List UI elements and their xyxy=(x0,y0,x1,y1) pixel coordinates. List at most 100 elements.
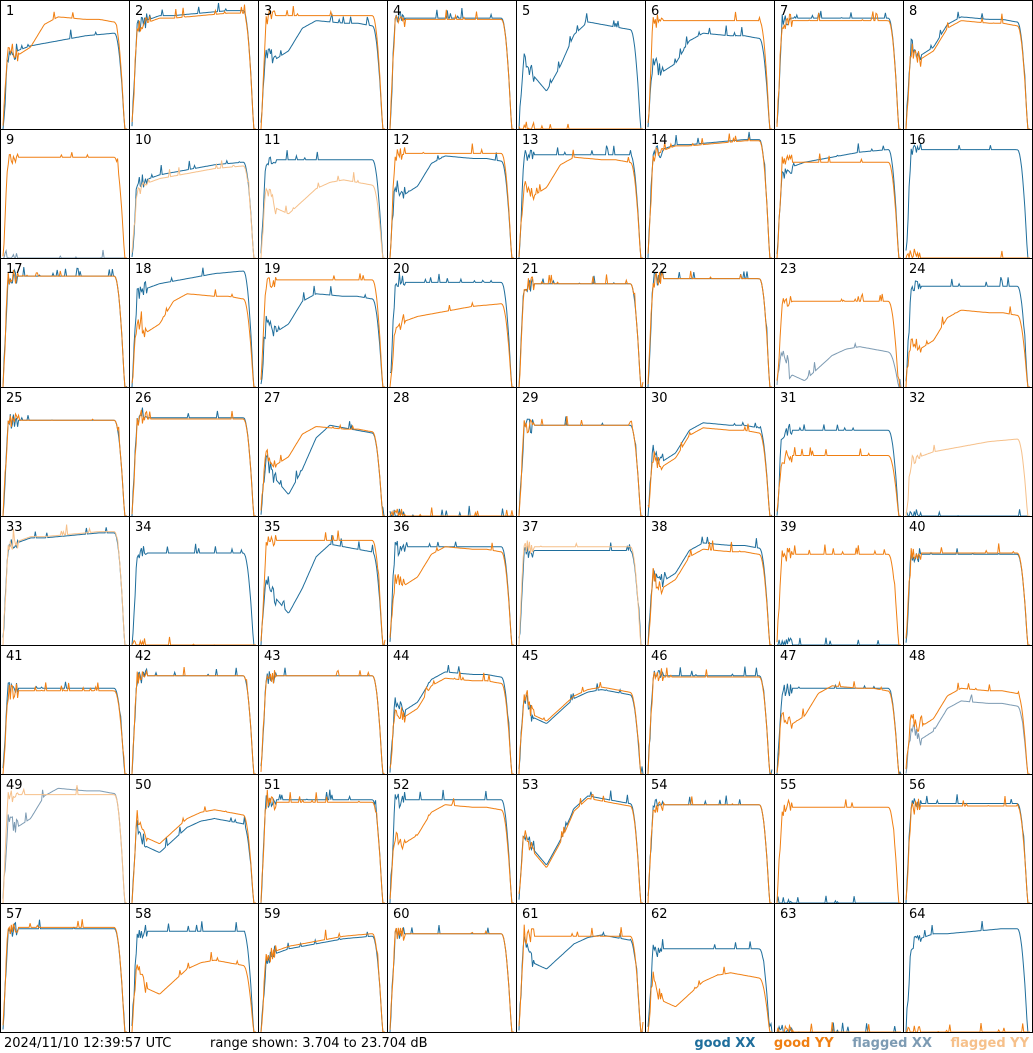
tile-2: 2 xyxy=(129,0,259,130)
tile-plot-28 xyxy=(389,505,514,516)
tile-55: 55 xyxy=(774,774,904,904)
series-yy-tile-15 xyxy=(776,153,901,258)
tile-plot-50 xyxy=(131,806,256,903)
series-xx-tile-3 xyxy=(260,13,385,129)
tile-30: 30 xyxy=(645,387,775,517)
series-xx-tile-24 xyxy=(905,277,1030,387)
tile-plot-5 xyxy=(518,13,643,129)
tile-42: 42 xyxy=(129,645,259,775)
tile-label: 63 xyxy=(780,907,797,922)
series-yy-tile-48 xyxy=(905,682,1030,774)
tile-plot-37 xyxy=(518,540,643,645)
tile-label: 40 xyxy=(909,520,926,535)
series-yy-tile-62 xyxy=(647,966,772,1032)
tile-5: 5 xyxy=(516,0,646,130)
tile-label: 1 xyxy=(6,4,15,19)
series-xx-tile-40 xyxy=(905,548,1030,645)
tile-plot-51 xyxy=(260,789,385,903)
series-yy-tile-24 xyxy=(905,306,1030,387)
series-xx-tile-7 xyxy=(776,10,901,129)
series-xx-tile-23 xyxy=(776,341,902,387)
series-xx-tile-12 xyxy=(389,152,514,258)
series-xx-tile-49 xyxy=(2,785,127,903)
tile-label: 37 xyxy=(522,520,539,535)
tile-label: 60 xyxy=(393,907,410,922)
tile-label: 53 xyxy=(522,778,539,793)
tile-plot-30 xyxy=(647,421,773,516)
tile-plot-44 xyxy=(389,665,514,774)
series-yy-tile-31 xyxy=(776,447,901,516)
series-xx-tile-57 xyxy=(2,919,127,1032)
tile-label: 33 xyxy=(6,520,23,535)
series-xx-tile-37 xyxy=(518,542,643,645)
series-xx-tile-59 xyxy=(260,931,385,1032)
tile-label: 17 xyxy=(6,262,23,277)
tile-9: 9 xyxy=(0,129,130,259)
series-yy-tile-1 xyxy=(2,11,127,129)
tile-label: 41 xyxy=(6,649,23,664)
series-xx-tile-25 xyxy=(2,414,127,516)
tile-plot-27 xyxy=(260,421,385,516)
tile-plot-47 xyxy=(776,680,902,774)
tile-plot-48 xyxy=(905,682,1030,774)
tile-17: 17 xyxy=(0,258,130,388)
series-xx-tile-19 xyxy=(260,285,385,387)
tile-52: 52 xyxy=(387,774,517,904)
series-yy-tile-42 xyxy=(131,667,256,774)
tile-label: 39 xyxy=(780,520,797,535)
tile-plot-33 xyxy=(2,524,127,645)
series-yy-tile-51 xyxy=(260,789,385,903)
tile-plot-43 xyxy=(260,667,385,774)
tile-1: 1 xyxy=(0,0,130,130)
series-xx-tile-22 xyxy=(647,271,772,387)
tile-15: 15 xyxy=(774,129,904,259)
tile-label: 3 xyxy=(264,4,273,19)
tile-plot-25 xyxy=(2,412,127,516)
tile-plot-32 xyxy=(905,438,1030,516)
tile-64: 64 xyxy=(903,903,1033,1033)
legend: good XX good YY flagged XX flagged YY xyxy=(680,1036,1029,1051)
tile-plot-60 xyxy=(389,925,514,1032)
series-yy-tile-18 xyxy=(131,289,256,387)
series-yy-tile-9 xyxy=(2,152,127,258)
tile-plot-57 xyxy=(2,919,127,1032)
tile-label: 16 xyxy=(909,133,926,148)
tile-plot-6 xyxy=(647,11,772,129)
series-xx-tile-51 xyxy=(260,789,385,903)
tile-plot-16 xyxy=(905,143,1030,258)
tile-plot-4 xyxy=(389,8,514,129)
tile-39: 39 xyxy=(774,516,904,646)
tile-plot-58 xyxy=(131,921,256,1032)
tile-35: 35 xyxy=(258,516,388,646)
tile-plot-45 xyxy=(518,682,644,774)
tile-32: 32 xyxy=(903,387,1033,517)
tile-plot-3 xyxy=(260,6,385,129)
series-yy-tile-39 xyxy=(776,544,901,645)
tile-label: 55 xyxy=(780,778,797,793)
tile-12: 12 xyxy=(387,129,517,259)
range-label: range shown: 3.704 to 23.704 dB xyxy=(210,1036,428,1051)
tile-28: 28 xyxy=(387,387,517,517)
tile-label: 4 xyxy=(393,4,402,19)
series-yy-tile-44 xyxy=(389,671,514,774)
tile-44: 44 xyxy=(387,645,517,775)
tile-label: 59 xyxy=(264,907,281,922)
tile-3: 3 xyxy=(258,0,388,130)
tile-41: 41 xyxy=(0,645,130,775)
tile-plot-59 xyxy=(260,929,385,1032)
tile-plot-22 xyxy=(647,270,772,387)
tile-label: 20 xyxy=(393,262,410,277)
series-xx-tile-9 xyxy=(3,248,127,258)
series-xx-tile-60 xyxy=(389,925,514,1032)
series-xx-tile-26 xyxy=(131,407,256,516)
tile-40: 40 xyxy=(903,516,1033,646)
series-yy-tile-12 xyxy=(389,143,514,258)
tile-plot-49 xyxy=(2,785,127,903)
tile-label: 47 xyxy=(780,649,797,664)
tile-27: 27 xyxy=(258,387,388,517)
series-xx-tile-42 xyxy=(131,667,256,774)
series-yy-tile-19 xyxy=(260,273,385,387)
tile-label: 58 xyxy=(135,907,152,922)
tile-label: 32 xyxy=(909,391,926,406)
series-xx-tile-15 xyxy=(776,143,901,258)
